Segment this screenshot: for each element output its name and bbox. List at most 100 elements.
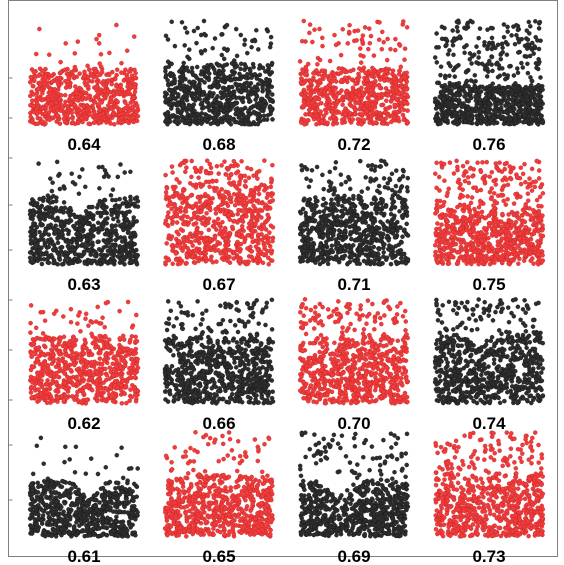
scatter-point: [178, 205, 183, 210]
scatter-point: [362, 106, 367, 111]
scatter-point: [204, 93, 209, 99]
scatter-point: [443, 75, 448, 81]
scatter-point: [83, 208, 89, 214]
scatter-point: [251, 197, 256, 203]
scatter-point: [125, 226, 130, 232]
scatter-point: [43, 75, 48, 80]
scatter-point: [261, 113, 267, 118]
scatter-point: [46, 260, 52, 266]
scatter-point: [460, 115, 466, 121]
scatter-point: [385, 112, 391, 117]
scatter-point: [170, 170, 175, 175]
scatter-point: [437, 94, 442, 100]
scatter-point: [455, 122, 460, 127]
scatter-point: [221, 68, 226, 73]
scatter-point: [388, 46, 393, 52]
scatter-point: [115, 99, 120, 104]
scatter-point: [524, 54, 529, 59]
scatter-point: [43, 111, 48, 116]
scatter-point: [189, 158, 194, 164]
scatter-point: [44, 102, 49, 108]
scatter-point: [264, 195, 270, 200]
scatter-point: [269, 258, 275, 263]
scatter-point: [188, 193, 194, 198]
scatter-point: [251, 173, 256, 178]
scatter-point: [207, 184, 212, 190]
scatter-point: [132, 196, 138, 201]
scatter-point: [216, 171, 221, 176]
scatter-point: [498, 56, 504, 62]
scatter-point: [37, 196, 42, 202]
scatter-point: [380, 121, 386, 126]
scatter-point: [164, 241, 169, 246]
scatter-point: [462, 50, 467, 56]
scatter-point: [175, 102, 181, 107]
scatter-point: [113, 76, 118, 82]
scatter-point: [235, 86, 241, 92]
scatter-point: [270, 198, 276, 203]
scatter-point: [462, 44, 467, 50]
scatter-point: [487, 87, 493, 92]
scatter-point: [59, 244, 64, 250]
scatter-point: [219, 119, 224, 125]
scatter-point: [72, 256, 78, 261]
scatter-point: [340, 102, 345, 107]
scatter-point: [135, 204, 141, 209]
scatter-point: [236, 207, 241, 213]
scatter-point: [174, 243, 179, 249]
scatter-point: [391, 216, 397, 221]
scatter-point: [181, 245, 186, 250]
scatter-point: [327, 82, 333, 88]
scatter-point: [169, 164, 175, 169]
scatter-point: [509, 33, 514, 38]
scatter-point: [538, 75, 543, 80]
scatter-point: [434, 31, 439, 36]
scatter-point: [485, 46, 490, 52]
scatter-point: [189, 174, 194, 180]
scatter-point: [381, 39, 386, 45]
scatter-point: [259, 215, 264, 220]
scatter-point: [472, 73, 478, 78]
scatter-point: [334, 257, 339, 262]
scatter-point: [49, 188, 55, 194]
scatter-point: [516, 102, 521, 108]
scatter-point: [86, 121, 91, 127]
scatter-point: [46, 223, 51, 229]
scatter-point: [196, 87, 202, 93]
scatter-point: [434, 114, 439, 120]
scatter-point: [523, 119, 528, 124]
scatter-point: [390, 200, 395, 206]
scatter-point: [63, 78, 68, 84]
scatter-point: [373, 83, 378, 88]
scatter-point: [434, 60, 440, 65]
scatter-point: [36, 96, 42, 102]
scatter-point: [62, 92, 68, 98]
scatter-point: [310, 226, 315, 231]
scatter-point: [404, 70, 410, 76]
scatter-point: [473, 98, 479, 104]
scatter-point: [198, 250, 203, 256]
scatter-point: [257, 77, 263, 83]
scatter-point: [214, 84, 220, 90]
scatter-panel: 0.63: [27, 159, 141, 294]
scatter-point: [327, 98, 332, 104]
scatter-point: [303, 112, 308, 117]
scatter-point: [297, 59, 303, 64]
scatter-point: [358, 158, 363, 164]
scatter-point: [490, 42, 496, 48]
scatter-point: [171, 79, 177, 84]
scatter-point: [390, 68, 396, 73]
scatter-point: [533, 19, 538, 24]
scatter-point: [169, 19, 174, 25]
scatter-point: [134, 253, 140, 259]
scatter-point: [401, 117, 407, 123]
scatter-point: [96, 89, 102, 95]
scatter-point: [108, 99, 114, 105]
scatter-point: [473, 105, 478, 111]
scatter-point: [132, 241, 137, 247]
scatter-point: [163, 33, 169, 39]
scatter-point: [216, 63, 221, 68]
scatter-point: [329, 243, 335, 248]
scatter-point: [212, 234, 218, 239]
scatter-point: [261, 223, 266, 229]
